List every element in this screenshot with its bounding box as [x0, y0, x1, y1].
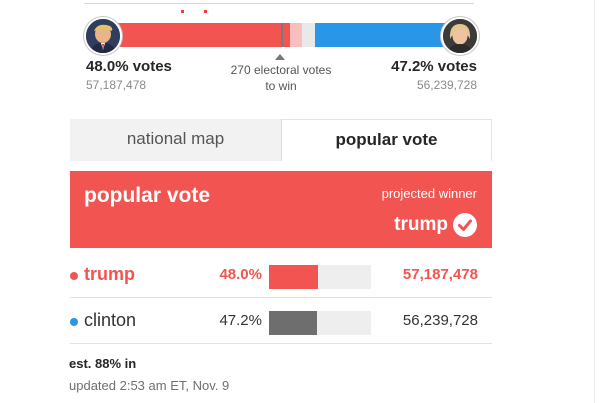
popular-vote-winner-banner: popular vote projected winner trump [70, 171, 492, 248]
clinton-portrait-icon [443, 19, 477, 53]
trump-portrait-icon [86, 19, 120, 53]
electoral-bar-trump [112, 23, 290, 47]
trump-vote-share: 48.0% votes [86, 58, 172, 75]
electoral-bar-trump-lean [290, 23, 302, 47]
decorative-mark [181, 10, 184, 13]
clinton-vote-share: 47.2% votes [391, 58, 477, 75]
candidate-vote-total: 57,187,478 [402, 266, 478, 283]
estimated-reporting: est. 88% in [69, 356, 137, 371]
result-row-trump: trump 48.0% 57,187,478 [70, 253, 492, 298]
vote-share-bar [269, 265, 371, 289]
checkmark-icon [453, 213, 477, 237]
last-updated: updated 2:53 am ET, Nov. 9 [69, 378, 230, 393]
candidate-percent: 47.2% [219, 312, 262, 329]
top-divider [84, 3, 474, 4]
decorative-mark [204, 10, 207, 13]
electoral-threshold-line1: 270 electoral votes [230, 63, 332, 77]
clinton-avatar [441, 17, 479, 55]
view-tabs: national map popular vote [70, 119, 492, 161]
banner-subtitle: projected winner [381, 186, 477, 201]
electoral-threshold-label: 270 electoral votes to win [221, 62, 341, 94]
tab-national-map[interactable]: national map [70, 119, 282, 161]
electoral-bar-clinton [315, 23, 446, 47]
vote-share-bar-fill [269, 311, 317, 335]
party-dot-icon [70, 318, 78, 326]
winner-name: trump [394, 214, 448, 235]
candidate-percent: 48.0% [219, 266, 262, 283]
party-dot-icon [70, 272, 78, 280]
caret-up-icon [275, 54, 285, 60]
vote-share-bar [269, 311, 371, 335]
trump-avatar [84, 17, 122, 55]
result-row-clinton: clinton 47.2% 56,239,728 [70, 299, 492, 344]
electoral-vote-bar [112, 23, 446, 47]
trump-vote-count: 57,187,478 [86, 78, 147, 92]
page-edge-divider [594, 0, 595, 403]
electoral-threshold-line2: to win [265, 79, 297, 93]
tab-popular-vote[interactable]: popular vote [282, 119, 492, 161]
candidate-name: trump [84, 264, 135, 284]
candidate-name: clinton [84, 310, 137, 330]
banner-title: popular vote [84, 184, 211, 207]
clinton-vote-count: 56,239,728 [416, 78, 477, 92]
vote-share-bar-fill [269, 265, 318, 289]
electoral-threshold-marker [281, 23, 283, 47]
candidate-vote-total: 56,239,728 [402, 312, 478, 329]
